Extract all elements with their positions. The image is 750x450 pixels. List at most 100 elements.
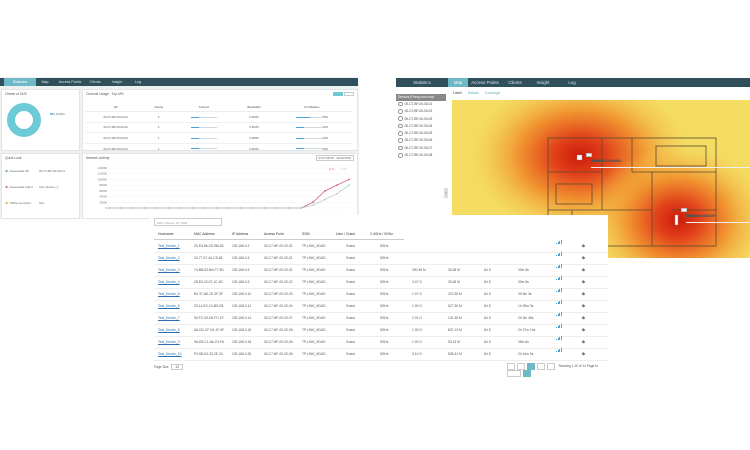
info-icon[interactable]: ◎: [582, 280, 586, 284]
col-ap[interactable]: Access Point: [264, 232, 284, 236]
tab-insight[interactable]: Insight: [111, 80, 123, 84]
edit-icon[interactable]: ✎: [582, 280, 586, 284]
device-list-item[interactable]: 00-C7-BF-00-00-03: [396, 116, 446, 123]
info-icon[interactable]: ◎: [582, 244, 586, 248]
edit-icon[interactable]: ✎: [582, 268, 586, 272]
col-ssid[interactable]: SSID: [302, 232, 310, 236]
col-mac[interactable]: MAC Address: [194, 232, 215, 236]
block-icon[interactable]: ⊘: [582, 292, 586, 296]
device-list-item[interactable]: 00-C7-BF-00-00-04: [396, 123, 446, 130]
refresh-icon[interactable]: ⟳: [582, 304, 586, 308]
tab-log[interactable]: Log: [568, 80, 576, 85]
info-icon[interactable]: ◎: [582, 352, 586, 356]
radio-icon[interactable]: [398, 138, 403, 143]
hostname-link[interactable]: Test_Device_4: [158, 280, 180, 284]
refresh-icon[interactable]: ⟳: [582, 316, 586, 320]
radio-icon[interactable]: [398, 123, 403, 129]
device-list-item[interactable]: 00-C7-BF-00-00-05: [396, 130, 446, 137]
edit-icon[interactable]: ✎: [582, 244, 586, 248]
block-icon[interactable]: ⊘: [582, 340, 586, 344]
block-icon[interactable]: ⊘: [582, 256, 586, 260]
subtab-coverage[interactable]: Coverage: [484, 91, 501, 95]
radio-icon[interactable]: [398, 152, 403, 158]
device-list-item[interactable]: 00-C7-BF-00-00-07: [396, 145, 446, 152]
info-icon[interactable]: ◎: [582, 292, 586, 296]
collapse-handle[interactable]: ‹: [444, 188, 448, 198]
refresh-icon[interactable]: ⟳: [582, 280, 586, 284]
info-icon[interactable]: ◎: [582, 340, 586, 344]
block-icon[interactable]: ⊘: [582, 280, 586, 284]
hostname-link[interactable]: Test_Device_7: [158, 316, 180, 320]
tab-clients[interactable]: Clients: [508, 80, 522, 85]
block-icon[interactable]: ⊘: [582, 352, 586, 356]
subtab-label[interactable]: Label: [453, 91, 462, 95]
hostname-link[interactable]: Test_Device_8: [158, 328, 180, 332]
block-icon[interactable]: ⊘: [582, 304, 586, 308]
block-icon[interactable]: ⊘: [582, 244, 586, 248]
edit-icon[interactable]: ✎: [582, 316, 586, 320]
hostname-link[interactable]: Test_Device_5: [158, 292, 180, 296]
refresh-icon[interactable]: ⟳: [582, 340, 586, 344]
col-ip[interactable]: IP Address: [232, 232, 249, 236]
next-page-button[interactable]: [546, 363, 555, 370]
refresh-icon[interactable]: ⟳: [582, 352, 586, 356]
col-band[interactable]: 2.4GHz / 5GHz: [370, 232, 393, 236]
ap-marker-7[interactable]: [674, 214, 679, 226]
tab-map[interactable]: Map: [41, 80, 49, 84]
col-user-guest[interactable]: User / Guest: [336, 232, 356, 236]
ap-marker-1[interactable]: [576, 154, 583, 161]
hostname-link[interactable]: Test_Device_3: [158, 268, 180, 272]
edit-icon[interactable]: ✎: [582, 340, 586, 344]
hostname-link[interactable]: Test_Device_9: [158, 340, 180, 344]
info-icon[interactable]: ◎: [582, 268, 586, 272]
radio-icon[interactable]: [398, 131, 403, 136]
device-list-item[interactable]: 00-C7-BF-00-00-08: [396, 152, 446, 159]
page-go-button[interactable]: [522, 370, 531, 377]
page-jump-input[interactable]: [507, 370, 521, 377]
toggle-2g-button[interactable]: [333, 92, 343, 96]
radio-icon[interactable]: [398, 116, 403, 122]
radio-icon[interactable]: [398, 145, 403, 151]
refresh-icon[interactable]: ⟳: [582, 256, 586, 260]
tab-access-points[interactable]: Access Points: [471, 80, 499, 85]
block-icon[interactable]: ⊘: [582, 328, 586, 332]
info-icon[interactable]: ◎: [582, 304, 586, 308]
edit-icon[interactable]: ✎: [582, 292, 586, 296]
page-2-button[interactable]: [536, 363, 545, 370]
page-1-button[interactable]: [526, 363, 535, 370]
first-page-button[interactable]: [507, 363, 515, 370]
edit-icon[interactable]: ✎: [582, 304, 586, 308]
block-icon[interactable]: ⊘: [582, 268, 586, 272]
info-icon[interactable]: ◎: [582, 328, 586, 332]
tab-access-points[interactable]: Access Points: [58, 80, 82, 84]
toggle-5g-button[interactable]: [344, 92, 354, 96]
refresh-icon[interactable]: ⟳: [582, 244, 586, 248]
info-icon[interactable]: ◎: [582, 316, 586, 320]
subtab-details[interactable]: Details: [467, 91, 479, 95]
edit-icon[interactable]: ✎: [582, 352, 586, 356]
refresh-icon[interactable]: ⟳: [582, 292, 586, 296]
prev-page-button[interactable]: [516, 363, 525, 370]
tab-log[interactable]: Log: [135, 80, 141, 84]
date-range-picker[interactable]: 01/17/2018 - 11/02/2018: [315, 155, 354, 161]
edit-icon[interactable]: ✎: [582, 328, 586, 332]
tab-insight[interactable]: Insight: [536, 80, 550, 85]
info-icon[interactable]: ◎: [582, 256, 586, 260]
tab-statistics[interactable]: Statistics: [413, 80, 431, 85]
hostname-link[interactable]: Test_Device_1: [158, 244, 180, 248]
edit-icon[interactable]: ✎: [582, 256, 586, 260]
device-list-item[interactable]: 00-C7-BF-00-00-02: [396, 108, 446, 115]
hostname-link[interactable]: Test_Device_2: [158, 256, 180, 260]
refresh-icon[interactable]: ⟳: [582, 328, 586, 332]
hostname-link[interactable]: Test_Device_6: [158, 304, 180, 308]
page-size-select[interactable]: 10: [171, 364, 183, 370]
tab-statistics[interactable]: Statistics: [4, 78, 36, 86]
device-list-item[interactable]: 00-C7-BF-00-00-01: [396, 101, 446, 108]
refresh-icon[interactable]: ⟳: [582, 268, 586, 272]
radio-icon[interactable]: [398, 101, 403, 107]
tab-clients[interactable]: Clients: [89, 80, 101, 84]
block-icon[interactable]: ⊘: [582, 316, 586, 320]
tab-map[interactable]: Map: [448, 78, 468, 87]
col-hostname[interactable]: Hostname: [158, 232, 174, 236]
hostname-link[interactable]: Test_Device_10: [158, 352, 182, 356]
